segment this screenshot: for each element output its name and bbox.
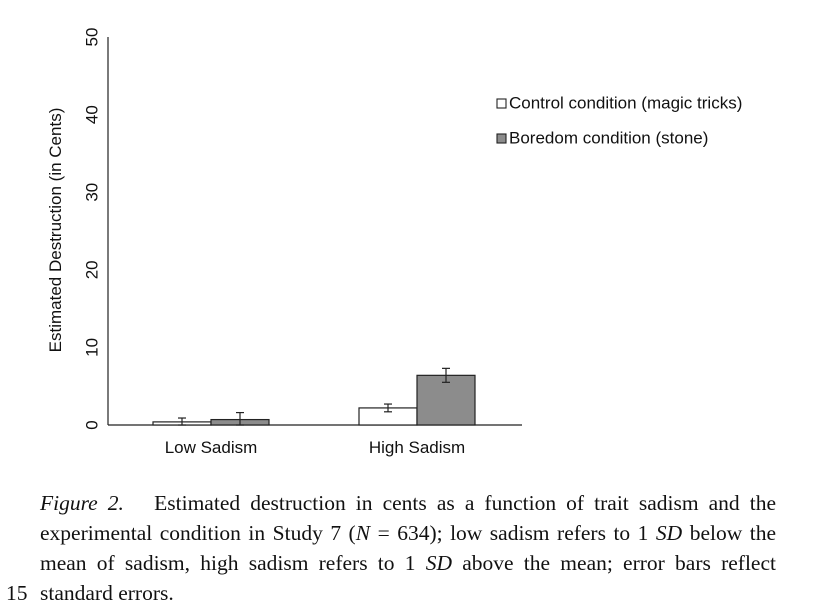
y-tick-label: 30	[82, 183, 101, 202]
caption-sd-1: SD	[655, 521, 683, 545]
bars	[152, 367, 476, 426]
y-tick-label: 0	[82, 420, 101, 429]
x-category-label: Low Sadism	[165, 438, 258, 457]
y-tick-label: 10	[82, 338, 101, 357]
caption-text-d: above the mean; error bars reflect stand…	[40, 551, 776, 605]
legend-label: Control condition (magic tricks)	[509, 93, 742, 112]
figure-label: Figure 2.	[40, 491, 124, 515]
y-tick-label: 40	[82, 105, 101, 124]
figure-caption: Figure 2. Estimated destruction in cents…	[40, 488, 776, 608]
y-tick-label: 20	[82, 260, 101, 279]
caption-text-a: Estimated destruction in cents as a func…	[40, 491, 777, 545]
x-axis: Low Sadism High Sadism	[108, 424, 522, 457]
legend-swatch	[496, 98, 507, 109]
caption-text-b: = 634); low sadism refers to 1	[370, 521, 656, 545]
y-tick-label: 50	[82, 28, 101, 47]
legend: Control condition (magic tricks) Boredom …	[496, 93, 742, 147]
caption-sd-2: SD	[425, 551, 453, 575]
bar	[416, 374, 476, 426]
y-axis: 0 10 20 30 40 50	[82, 28, 109, 430]
y-axis-title: Estimated Destruction (in Cents)	[46, 108, 65, 353]
x-category-label: High Sadism	[369, 438, 465, 457]
legend-label: Boredom condition (stone)	[509, 128, 708, 147]
legend-swatch	[496, 133, 507, 144]
caption-n-symbol: N	[355, 521, 371, 545]
line-number: 15	[6, 581, 28, 605]
bar-chart: 0 10 20 30 40 50 Low Sadism High Sadism Contro…	[46, 28, 742, 457]
caption-text-c: below the mean of sadism, high sadism re…	[40, 521, 776, 575]
